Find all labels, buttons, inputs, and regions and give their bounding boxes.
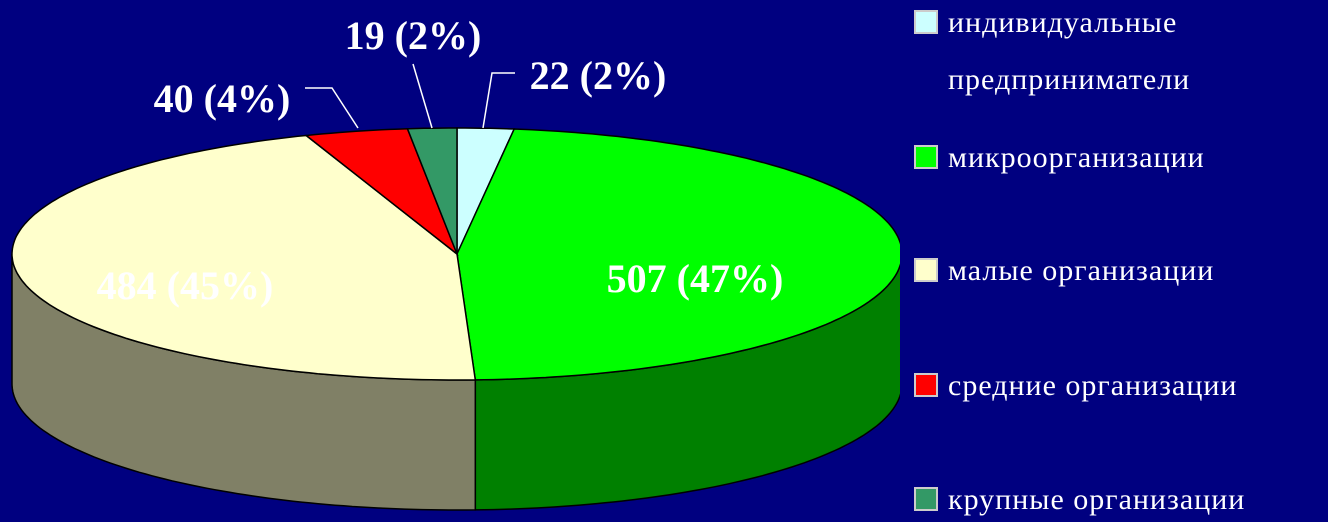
data-label: 484 (45%) [97, 263, 274, 308]
data-label: 22 (2%) [530, 53, 667, 98]
legend-label: индивидуальные предприниматели [948, 6, 1191, 96]
legend-swatch [914, 487, 938, 511]
legend-swatch [914, 258, 938, 282]
pie-slice [11, 134, 477, 381]
legend-item: малые организации [914, 242, 1324, 299]
legend-swatch [914, 145, 938, 169]
legend-item: микроорганизации [914, 129, 1324, 186]
legend-item: крупные организации [914, 471, 1324, 522]
data-label: 19 (2%) [345, 13, 482, 58]
pie-slice [406, 127, 458, 255]
legend-swatch [914, 373, 938, 397]
leader-line [305, 87, 359, 129]
leader-line [412, 63, 433, 129]
legend-item: индивидуальные предприниматели [914, 0, 1324, 108]
legend-label: крупные организации [948, 483, 1246, 516]
data-label: 507 (47%) [607, 256, 784, 301]
data-label: 40 (4%) [154, 76, 291, 121]
leader-line [482, 72, 515, 129]
legend-swatch [914, 10, 938, 34]
pie [11, 127, 900, 511]
legend-label: малые организации [948, 254, 1215, 287]
legend-label: средние организации [948, 369, 1238, 402]
legend-label: микроорганизации [948, 141, 1205, 174]
chart: 22 (2%) 507 (47%) 484 (45%) 40 (4%) 19 (2%) [11, 13, 900, 511]
pie-slice [456, 128, 900, 381]
legend-item: средние организации [914, 357, 1324, 414]
